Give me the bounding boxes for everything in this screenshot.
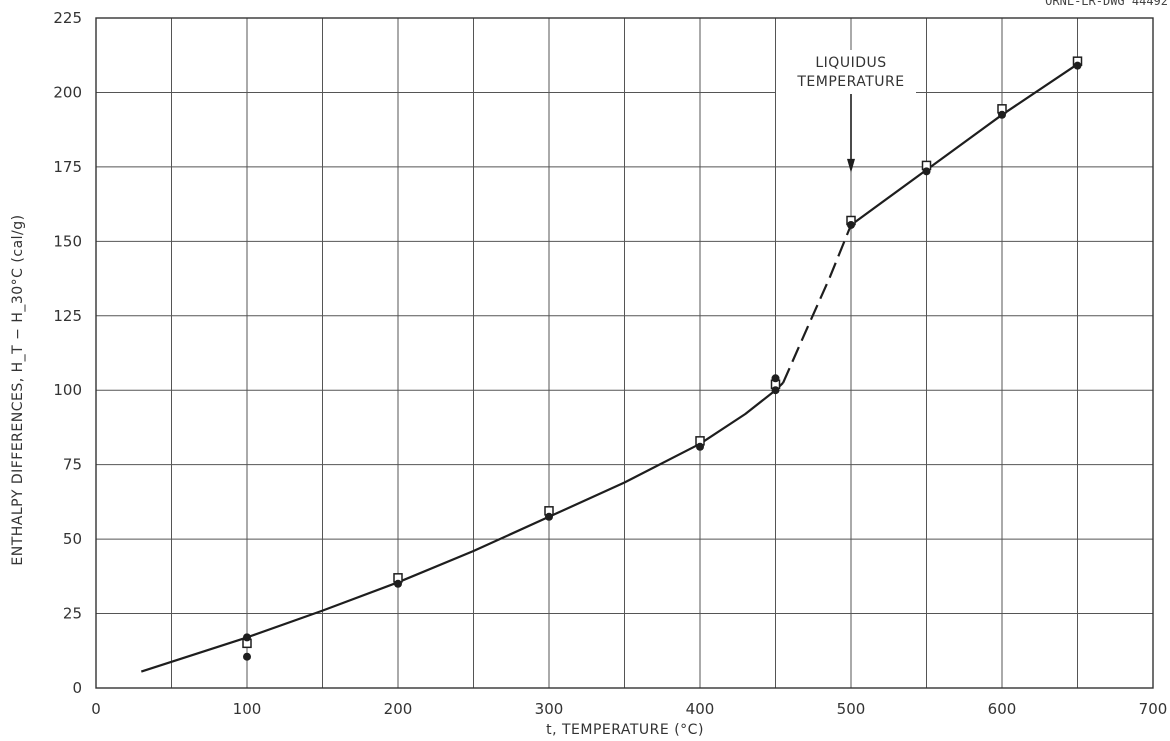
data-point-circle <box>696 442 704 451</box>
y-tick-label: 75 <box>63 456 82 474</box>
data-point-circle <box>847 220 855 229</box>
series-line-dashed <box>782 224 853 384</box>
y-tick-label: 175 <box>53 158 82 176</box>
plot-frame <box>95 17 1154 689</box>
curves <box>140 63 1079 673</box>
x-tick-label: 600 <box>988 700 1017 718</box>
annotation-line-1: LIQUIDUS <box>815 55 886 71</box>
x-tick-label: 400 <box>686 700 715 718</box>
arrow-icon <box>847 94 855 173</box>
grid <box>95 17 1154 689</box>
annotation-line-2: TEMPERATURE <box>796 74 904 90</box>
tick-labels: 0 100 200 300 400 500 600 700 0 25 50 75 100 125 150 17… <box>53 9 1167 718</box>
data-point-circle <box>545 512 553 521</box>
x-tick-label: 100 <box>233 700 262 718</box>
data-point-circle <box>1073 61 1082 70</box>
data-point-circle <box>998 110 1006 119</box>
x-tick-label: 500 <box>837 700 866 718</box>
data-point-circle <box>771 386 780 395</box>
y-tick-label: 100 <box>53 381 82 399</box>
y-tick-label: 225 <box>53 9 82 27</box>
drawing-number: ORNL-LR-DWG 44492 <box>1045 0 1168 8</box>
y-tick-label: 50 <box>63 530 82 548</box>
series-line-solid <box>140 382 784 673</box>
y-tick-label: 150 <box>53 232 82 250</box>
x-tick-label: 700 <box>1139 700 1168 718</box>
annotation-background <box>776 50 916 94</box>
series-line-solid <box>850 63 1079 226</box>
y-tick-label: 125 <box>53 307 82 325</box>
liquidus-annotation: LIQUIDUS TEMPERATURE <box>776 50 916 173</box>
y-tick-label: 200 <box>53 83 82 101</box>
x-tick-label: 200 <box>384 700 413 718</box>
data-point-circle <box>243 652 251 661</box>
y-tick-label: 0 <box>72 679 82 697</box>
axes <box>95 17 1154 689</box>
x-axis-label: t, TEMPERATURE (°C) <box>546 722 704 738</box>
data-point-circle <box>771 374 780 383</box>
y-axis-label: ENTHALPY DIFFERENCES, H_T − H_30°C (cal/… <box>10 214 26 565</box>
data-point-circle <box>922 167 931 176</box>
y-tick-label: 25 <box>63 605 82 623</box>
data-point-circle <box>394 579 402 588</box>
x-tick-label: 0 <box>91 700 101 718</box>
data-point-circle <box>243 633 251 642</box>
x-tick-label: 300 <box>535 700 564 718</box>
arrow-head <box>847 158 855 173</box>
data-points <box>242 56 1083 661</box>
